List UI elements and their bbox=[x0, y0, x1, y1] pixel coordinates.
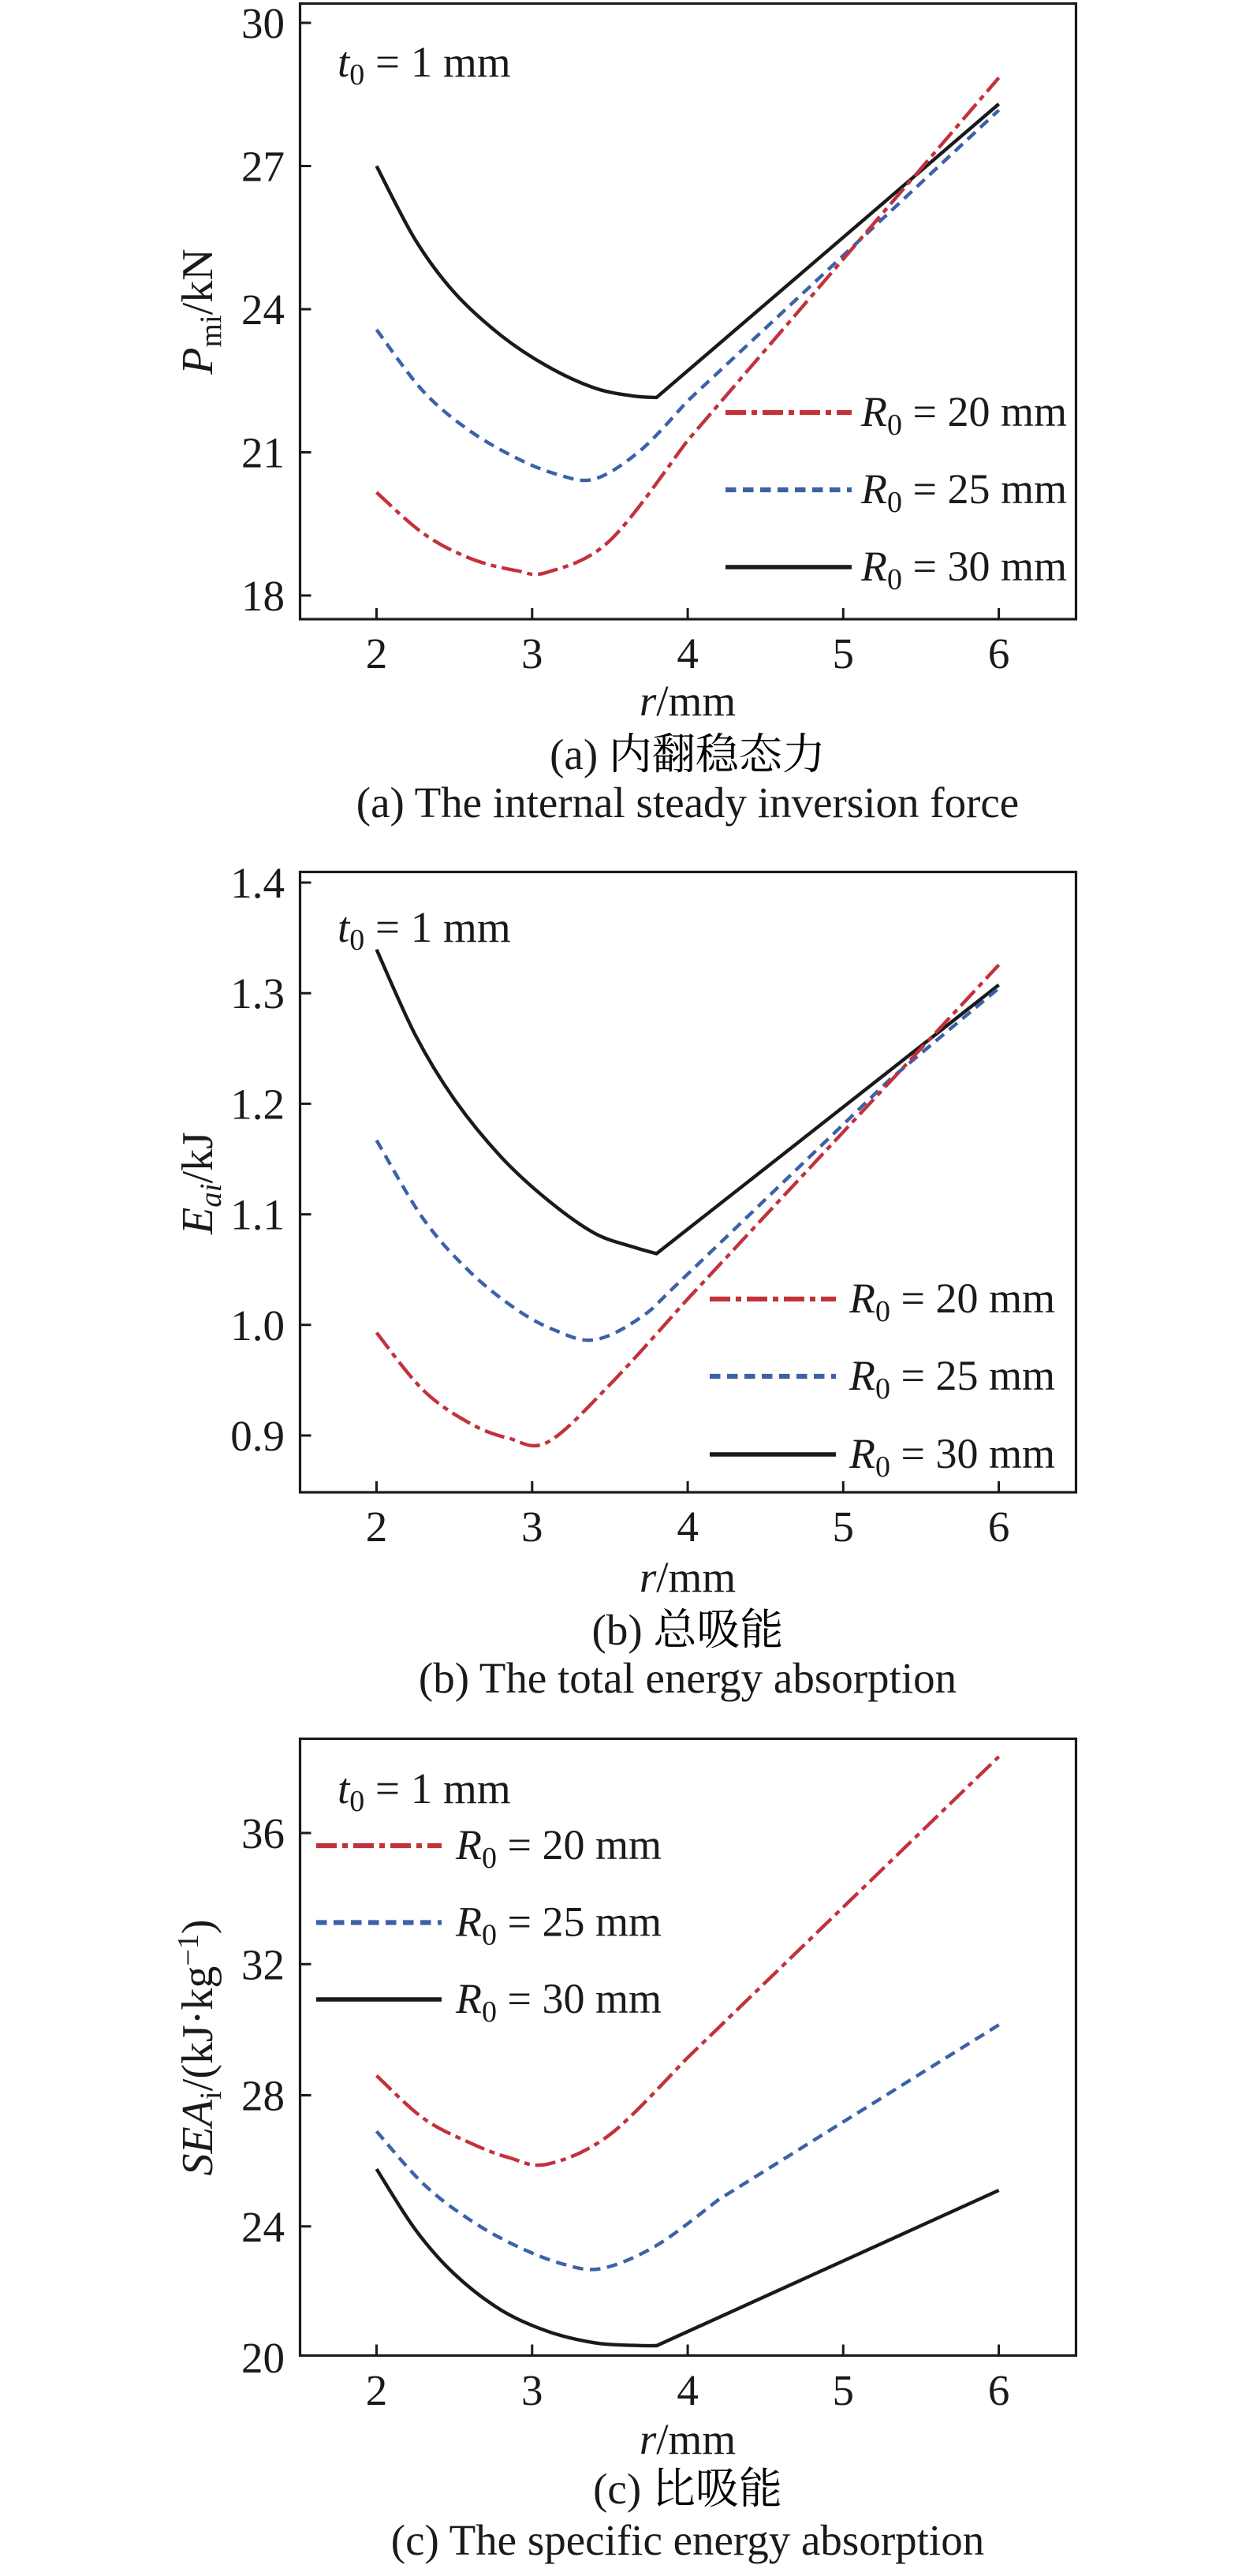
svg-text:R0 = 25 mm: R0 = 25 mm bbox=[455, 1898, 662, 1952]
svg-text:2: 2 bbox=[366, 629, 388, 678]
svg-text:R0 = 30 mm: R0 = 30 mm bbox=[849, 1430, 1055, 1484]
svg-text:1.4: 1.4 bbox=[230, 859, 285, 907]
svg-text:(b) The total energy absorptio: (b) The total energy absorption bbox=[419, 1654, 957, 1702]
svg-text:18: 18 bbox=[241, 572, 285, 620]
svg-text:Pmi/kN: Pmi/kN bbox=[173, 248, 228, 375]
svg-text:1.2: 1.2 bbox=[230, 1080, 285, 1128]
svg-text:r/mm: r/mm bbox=[640, 2415, 736, 2463]
svg-text:R0 = 20 mm: R0 = 20 mm bbox=[860, 388, 1067, 442]
svg-text:r/mm: r/mm bbox=[640, 1553, 736, 1601]
svg-text:R0 = 25 mm: R0 = 25 mm bbox=[860, 465, 1067, 519]
svg-text:24: 24 bbox=[241, 2203, 285, 2251]
svg-text:27: 27 bbox=[241, 143, 285, 191]
svg-text:5: 5 bbox=[833, 2366, 855, 2414]
svg-text:24: 24 bbox=[241, 286, 285, 334]
svg-text:1.1: 1.1 bbox=[230, 1191, 285, 1239]
svg-text:R0 = 30 mm: R0 = 30 mm bbox=[860, 543, 1067, 596]
svg-text:4: 4 bbox=[677, 629, 699, 678]
svg-text:(a): (a) bbox=[550, 730, 598, 778]
svg-text:R0 = 30 mm: R0 = 30 mm bbox=[455, 1975, 662, 2029]
svg-text:(a) The internal steady invers: (a) The internal steady inversion force bbox=[356, 778, 1019, 827]
svg-text:3: 3 bbox=[521, 1503, 543, 1551]
svg-text:R0 = 25 mm: R0 = 25 mm bbox=[849, 1352, 1055, 1406]
svg-text:0.9: 0.9 bbox=[230, 1412, 285, 1460]
svg-text:R0 = 20 mm: R0 = 20 mm bbox=[455, 1821, 662, 1875]
svg-text:5: 5 bbox=[833, 1503, 855, 1551]
svg-text:R0 = 20 mm: R0 = 20 mm bbox=[849, 1275, 1055, 1328]
svg-text:1.0: 1.0 bbox=[230, 1301, 285, 1350]
svg-text:(b): (b) bbox=[592, 1606, 643, 1654]
svg-text:t0 = 1 mm: t0 = 1 mm bbox=[338, 903, 511, 957]
svg-text:(c): (c) bbox=[593, 2465, 641, 2513]
svg-text:t0 = 1 mm: t0 = 1 mm bbox=[338, 1764, 511, 1818]
svg-text:20: 20 bbox=[241, 2334, 285, 2382]
svg-text:Eai/kJ: Eai/kJ bbox=[173, 1132, 228, 1235]
svg-text:4: 4 bbox=[677, 1503, 699, 1551]
svg-text:t0 = 1 mm: t0 = 1 mm bbox=[338, 38, 511, 91]
svg-text:30: 30 bbox=[241, 0, 285, 47]
svg-text:21: 21 bbox=[241, 429, 285, 477]
svg-text:36: 36 bbox=[241, 1809, 285, 1857]
svg-text:6: 6 bbox=[988, 2366, 1010, 2414]
svg-text:2: 2 bbox=[366, 2366, 388, 2414]
svg-text:4: 4 bbox=[677, 2366, 699, 2414]
svg-text:32: 32 bbox=[241, 1940, 285, 1988]
svg-text:28: 28 bbox=[241, 2072, 285, 2120]
svg-text:SEAi/(kJ·kg−1): SEAi/(kJ·kg−1) bbox=[172, 1919, 228, 2175]
svg-text:2: 2 bbox=[366, 1503, 388, 1551]
svg-text:3: 3 bbox=[521, 2366, 543, 2414]
svg-text:(c) The specific energy absorp: (c) The specific energy absorption bbox=[391, 2516, 984, 2564]
svg-text:5: 5 bbox=[833, 629, 855, 678]
svg-text:3: 3 bbox=[521, 629, 543, 678]
svg-text:6: 6 bbox=[988, 629, 1010, 678]
svg-text:1.3: 1.3 bbox=[230, 969, 285, 1017]
svg-text:6: 6 bbox=[988, 1503, 1010, 1551]
svg-text:r/mm: r/mm bbox=[640, 677, 736, 725]
